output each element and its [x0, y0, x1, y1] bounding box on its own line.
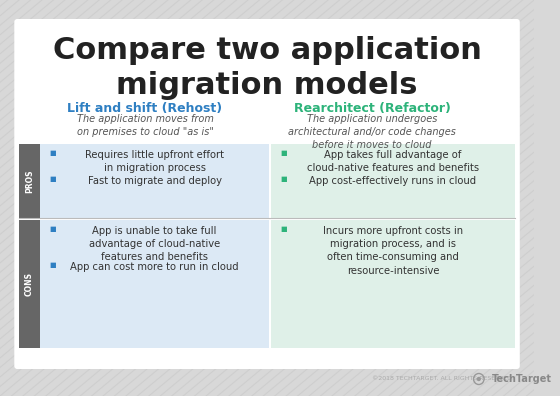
Text: Incurs more upfront costs in
migration process, and is
often time-consuming and
: Incurs more upfront costs in migration p…	[323, 226, 463, 276]
Text: ■: ■	[50, 150, 56, 156]
Text: ■: ■	[50, 261, 56, 268]
Text: TechTarget: TechTarget	[492, 374, 552, 384]
FancyBboxPatch shape	[19, 220, 40, 348]
Text: ©2018 TECHTARGET. ALL RIGHTS RESERVED: ©2018 TECHTARGET. ALL RIGHTS RESERVED	[372, 377, 512, 381]
Text: App can cost more to run in cloud: App can cost more to run in cloud	[70, 261, 239, 272]
Text: Rearchitect (Refactor): Rearchitect (Refactor)	[293, 102, 450, 115]
Text: App takes full advantage of
cloud-native features and benefits: App takes full advantage of cloud-native…	[307, 150, 479, 173]
Text: ■: ■	[50, 226, 56, 232]
FancyBboxPatch shape	[271, 144, 515, 218]
FancyBboxPatch shape	[271, 220, 515, 348]
Text: ■: ■	[50, 176, 56, 182]
Text: The application undergoes
architectural and/or code changes
before it moves to c: The application undergoes architectural …	[288, 114, 456, 150]
FancyBboxPatch shape	[40, 220, 269, 348]
Text: ■: ■	[281, 150, 287, 156]
FancyBboxPatch shape	[40, 144, 269, 218]
Text: Fast to migrate and deploy: Fast to migrate and deploy	[87, 176, 222, 186]
Text: App cost-effectively runs in cloud: App cost-effectively runs in cloud	[309, 176, 477, 186]
Circle shape	[477, 377, 481, 381]
Text: Lift and shift (Rehost): Lift and shift (Rehost)	[67, 102, 222, 115]
Text: App is unable to take full
advantage of cloud-native
features and benefits: App is unable to take full advantage of …	[89, 226, 220, 263]
Text: ■: ■	[281, 176, 287, 182]
Text: ■: ■	[281, 226, 287, 232]
Text: Compare two application
migration models: Compare two application migration models	[53, 36, 482, 100]
FancyBboxPatch shape	[19, 144, 40, 218]
Text: Requires little upfront effort
in migration process: Requires little upfront effort in migrat…	[85, 150, 224, 173]
Text: CONS: CONS	[25, 272, 34, 296]
FancyBboxPatch shape	[15, 19, 520, 369]
Text: The application moves from
on premises to cloud "as is": The application moves from on premises t…	[77, 114, 213, 137]
Text: PROS: PROS	[25, 169, 34, 193]
